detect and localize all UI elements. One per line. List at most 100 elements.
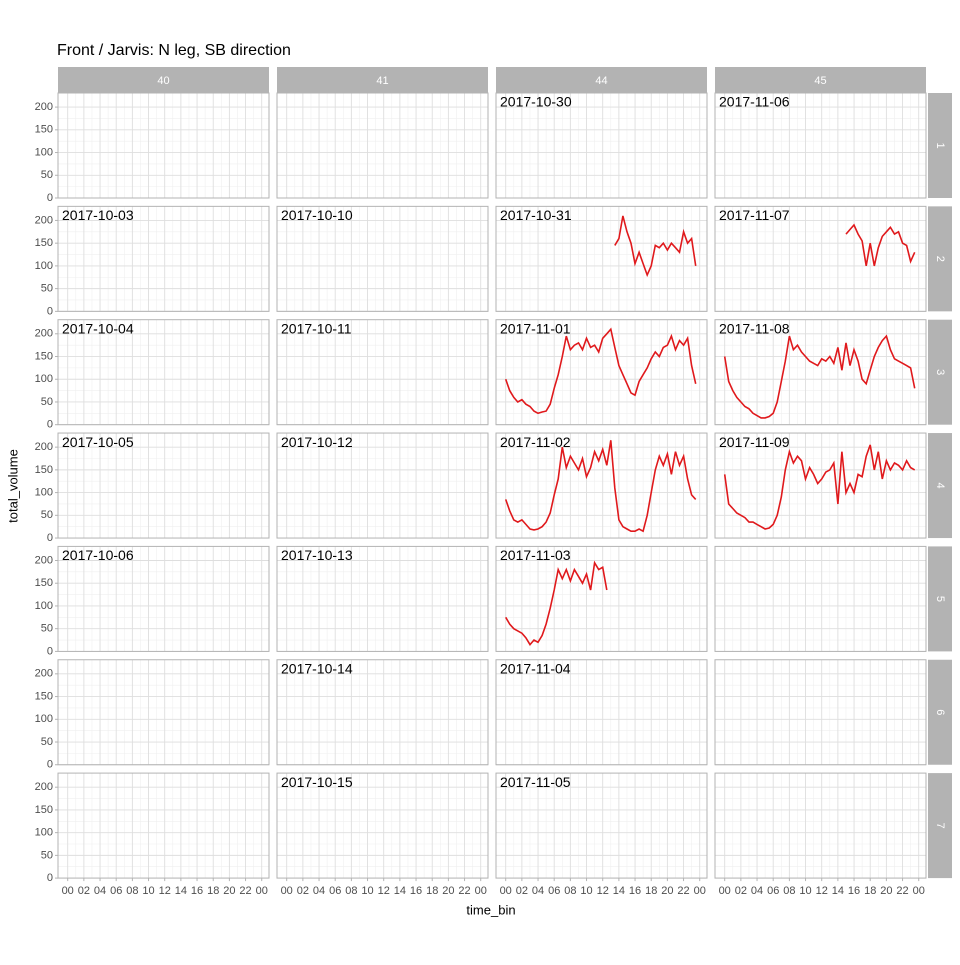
x-tick-label: 04 — [532, 885, 544, 897]
column-strip-label: 40 — [157, 75, 169, 87]
data-line — [504, 327, 697, 415]
panel-background — [277, 319, 488, 425]
y-tick-label: 200 — [35, 441, 53, 453]
y-tick-label: 200 — [35, 214, 53, 226]
x-tick-label: 18 — [645, 885, 657, 897]
x-tick-label: 18 — [426, 885, 438, 897]
x-tick-label: 08 — [126, 885, 138, 897]
panel-border — [714, 659, 927, 766]
data-line — [723, 444, 916, 530]
row-strip-label: 3 — [934, 369, 946, 375]
data-line — [504, 440, 697, 533]
y-tick-label: 150 — [35, 350, 53, 362]
panel-background — [715, 433, 926, 539]
panel-border — [495, 432, 708, 539]
x-tick-label: 22 — [677, 885, 689, 897]
y-tick-label: 50 — [41, 849, 53, 861]
x-tick-label: 14 — [394, 885, 406, 897]
y-tick-label: 0 — [47, 872, 53, 884]
y-tick-label: 150 — [35, 577, 53, 589]
x-tick-label: 14 — [175, 885, 187, 897]
y-tick-label: 200 — [35, 554, 53, 566]
y-tick-label: 200 — [35, 781, 53, 793]
panel-border — [714, 92, 927, 199]
x-tick-label: 00 — [719, 885, 731, 897]
panel-background — [277, 659, 488, 765]
y-tick-label: 0 — [47, 645, 53, 657]
panel-background — [715, 93, 926, 198]
x-tick-label: 02 — [735, 885, 747, 897]
y-tick-label: 0 — [47, 305, 53, 317]
panel-border — [57, 772, 270, 879]
panel-background — [58, 773, 269, 879]
row-strip — [928, 773, 952, 879]
y-tick-label: 100 — [35, 373, 53, 385]
data-line — [614, 215, 697, 278]
x-tick-label: 00 — [281, 885, 293, 897]
y-tick-label: 150 — [35, 804, 53, 816]
row-strip-label: 4 — [934, 482, 946, 488]
panel-date-label: 2017-10-12 — [281, 434, 353, 450]
y-tick-label: 50 — [41, 396, 53, 408]
panel-background — [496, 93, 707, 198]
panel-background — [277, 773, 488, 879]
panel-border — [276, 772, 489, 879]
column-strip-label: 44 — [595, 75, 607, 87]
panel-border — [714, 545, 927, 652]
panel-background — [58, 319, 269, 425]
x-tick-label: 16 — [848, 885, 860, 897]
x-tick-label: 08 — [345, 885, 357, 897]
panel-background — [277, 206, 488, 312]
x-tick-label: 16 — [629, 885, 641, 897]
x-tick-label: 16 — [410, 885, 422, 897]
x-tick-label: 04 — [313, 885, 325, 897]
x-tick-label: 00 — [500, 885, 512, 897]
panel-date-label: 2017-11-02 — [500, 434, 571, 450]
x-tick-label: 22 — [896, 885, 908, 897]
panel-background — [277, 546, 488, 652]
row-strip-label: 2 — [934, 256, 946, 262]
x-tick-label: 00 — [694, 885, 706, 897]
x-tick-label: 00 — [256, 885, 268, 897]
panel-date-label: 2017-11-07 — [719, 207, 790, 223]
panel-background — [277, 433, 488, 539]
panel-border — [714, 205, 927, 312]
panel-date-label: 2017-11-03 — [500, 547, 571, 563]
row-strip — [928, 93, 952, 198]
x-tick-label: 06 — [767, 885, 779, 897]
x-tick-label: 22 — [458, 885, 470, 897]
panel-background — [58, 659, 269, 765]
x-tick-label: 10 — [580, 885, 592, 897]
row-strip-label: 7 — [934, 823, 946, 829]
panel-date-label: 2017-10-11 — [281, 320, 352, 336]
y-tick-label: 50 — [41, 169, 53, 181]
row-strip — [928, 206, 952, 312]
x-tick-label: 12 — [378, 885, 390, 897]
x-tick-label: 10 — [799, 885, 811, 897]
x-tick-label: 10 — [361, 885, 373, 897]
panel-background — [58, 93, 269, 198]
y-tick-label: 0 — [47, 192, 53, 204]
panel-border — [57, 659, 270, 766]
panel-border — [276, 545, 489, 652]
panel-border — [495, 205, 708, 312]
panel-background — [715, 319, 926, 425]
row-strip-label: 1 — [934, 142, 946, 148]
y-tick-label: 50 — [41, 736, 53, 748]
panel-border — [276, 319, 489, 426]
panel-border — [276, 92, 489, 199]
panel-background — [715, 659, 926, 765]
y-tick-label: 0 — [47, 759, 53, 771]
column-strip — [58, 67, 269, 93]
y-tick-label: 200 — [35, 668, 53, 680]
panel-background — [715, 773, 926, 879]
x-tick-label: 16 — [191, 885, 203, 897]
panel-date-label: 2017-11-08 — [719, 320, 790, 336]
panel-border — [57, 92, 270, 199]
panel-border — [714, 772, 927, 879]
panel-date-label: 2017-10-15 — [281, 774, 353, 790]
panel-border — [495, 319, 708, 426]
panel-date-label: 2017-10-10 — [281, 207, 353, 223]
x-tick-label: 00 — [475, 885, 487, 897]
chart-title: Front / Jarvis: N leg, SB direction — [57, 42, 291, 59]
